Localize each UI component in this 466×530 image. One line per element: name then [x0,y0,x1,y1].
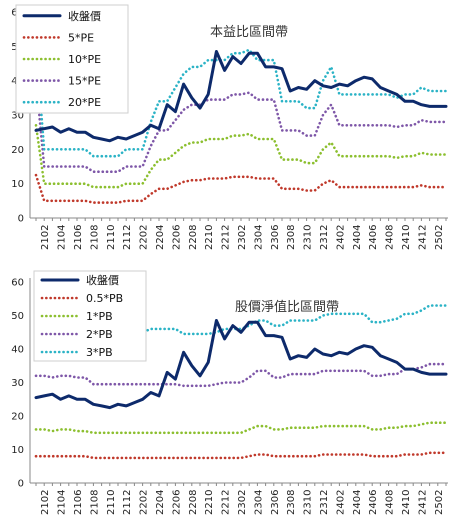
pb-band-chart: 0 10 20 30 40 50 60 2102 2104 2106 2108 2110 2112 220… [0,268,466,530]
x-tick-label: 2204 [155,490,166,515]
y-tick-label: 40 [11,345,24,356]
y-tick-label: 30 [11,111,24,122]
x-tick-label: 2212 [221,490,232,515]
x-tick-label: 2110 [106,490,117,515]
x-tick-label: 2304 [253,490,264,515]
x-tick-label: 2106 [73,225,84,250]
series-line-2 [34,421,448,435]
x-tick-label: 2408 [385,225,396,250]
legend-label: 0.5*PB [86,292,123,305]
x-tick-label: 2210 [204,490,215,515]
x-tick-label: 2202 [139,225,150,250]
x-tick-label: 2502 [434,225,445,250]
series-line-1 [34,173,448,204]
y-tick-label: 30 [11,378,24,389]
x-tick-label: 2412 [417,490,428,515]
legend-label: 3*PB [86,346,113,359]
y-tick-label: 10 [11,445,24,456]
y-tick-label: 60 [11,278,24,289]
y-tick-label: 20 [11,145,24,156]
x-tick-label: 2102 [40,225,51,250]
x-tick-label: 2206 [171,490,182,515]
pe-band-chart: 0102030405060210221042106210821102112220… [0,0,466,262]
x-tick-label: 2108 [89,490,100,515]
x-tick-label: 2210 [204,225,215,250]
x-tick-label: 2308 [286,490,297,515]
y-tick-label: 0 [18,214,24,225]
pb-band-chart-svg: 0 10 20 30 40 50 60 2102 2104 2106 2108 2110 2112 220… [0,268,466,530]
x-tick-label: 2310 [303,490,314,515]
x-tick-label: 2104 [57,225,68,250]
legend-label: 2*PB [86,328,113,341]
series-line-3 [34,79,448,173]
y-tick-label: 20 [11,412,24,423]
x-tick-label: 2306 [270,225,281,250]
x-tick-label: 2302 [237,225,248,250]
x-tick-label: 2406 [368,490,379,515]
legend-box [15,4,129,114]
series-line-2 [34,124,448,189]
x-tick-label: 2412 [417,225,428,250]
x-tick-label: 2404 [352,225,363,250]
legend-label: 1*PB [86,310,113,323]
x-tick-label: 2110 [106,225,117,250]
x-tick-label: 2208 [188,225,199,250]
x-tick-label: 2410 [401,225,412,250]
x-tick-label: 2112 [122,490,133,515]
x-tick-label: 2104 [57,490,68,515]
x-tick-label: 2308 [286,225,297,250]
chart-title: 股價淨值比區間帶 [235,299,339,315]
x-tick-label: 2212 [221,225,232,250]
y-tick-label: 50 [11,311,24,322]
x-tick-label: 2310 [303,225,314,250]
x-tick-label: 2108 [89,225,100,250]
legend-label: 收盤價 [86,273,119,287]
series-line-0 [34,319,448,410]
y-tick-label: 0 [18,479,24,490]
x-tick-label: 2206 [171,225,182,250]
x-tick-label: 2402 [335,490,346,515]
legend-label: 5*PE [68,31,94,44]
legend-label: 20*PE [68,96,101,109]
legend-label: 15*PE [68,75,101,88]
x-tick-label: 2208 [188,490,199,515]
series-line-3 [34,362,448,388]
x-tick-label: 2502 [434,490,445,515]
x-tick-label: 2410 [401,490,412,515]
x-tick-label: 2304 [253,225,264,250]
series-line-4 [34,44,448,158]
x-tick-label: 2312 [319,225,330,250]
series-line-0 [34,50,448,143]
y-tick-label: 10 [11,179,24,190]
x-tick-label: 2402 [335,225,346,250]
legend-label: 10*PE [68,53,101,66]
legend-label: 收盤價 [68,9,101,23]
x-tick-label: 2302 [237,490,248,515]
chart-title: 本益比區間帶 [210,25,288,40]
x-tick-label: 2112 [122,225,133,250]
legend-box [33,270,147,362]
x-tick-label: 2202 [139,490,150,515]
x-tick-label: 2406 [368,225,379,250]
x-tick-label: 2408 [385,490,396,515]
x-tick-label: 2312 [319,490,330,515]
x-tick-label: 2102 [40,490,51,515]
pe-band-chart-svg: 0102030405060210221042106210821102112220… [0,0,466,262]
series-line-1 [34,451,448,460]
x-tick-label: 2106 [73,490,84,515]
x-tick-label: 2404 [352,490,363,515]
x-tick-label: 2204 [155,225,166,250]
x-tick-label: 2306 [270,490,281,515]
